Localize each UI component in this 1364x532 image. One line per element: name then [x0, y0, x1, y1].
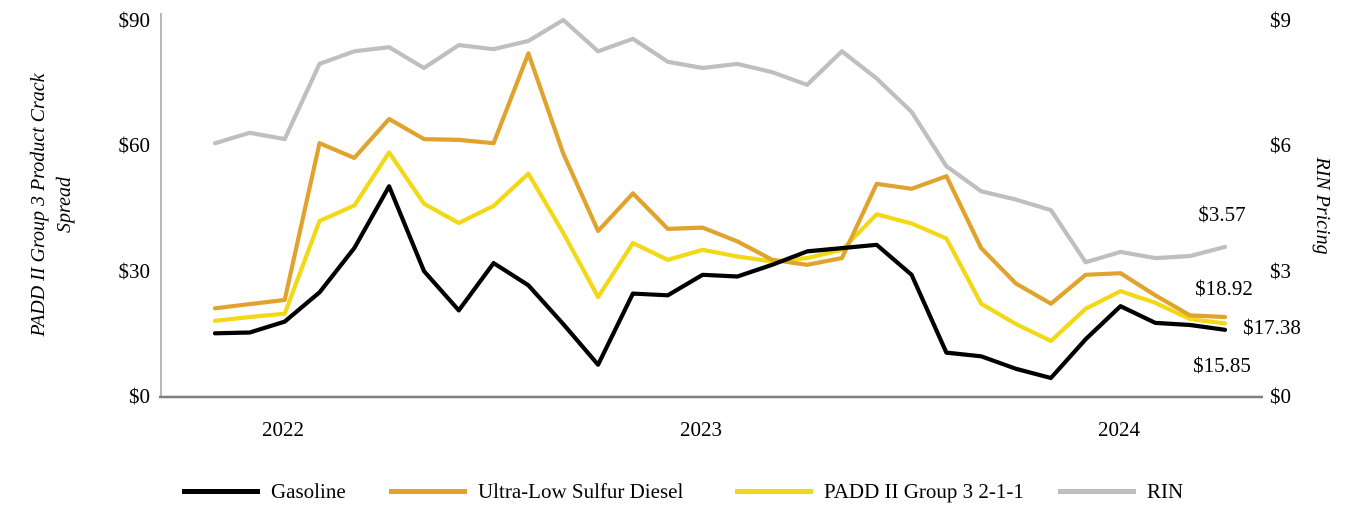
- series-padd-line: [212, 150, 1228, 343]
- legend-item-rin: RIN: [1058, 478, 1183, 504]
- right-ytick-9: $9: [1270, 8, 1291, 32]
- left-ytick-30: $30: [118, 259, 151, 283]
- legend-label-ulsd: Ultra-Low Sulfur Diesel: [478, 479, 684, 503]
- right-ytick-0: $0: [1270, 384, 1291, 408]
- end-label-gasoline: $15.85: [1193, 353, 1251, 377]
- end-label-ulsd: $18.92: [1195, 276, 1253, 300]
- right-ytick-3: $3: [1270, 259, 1291, 283]
- legend-item-gasoline: Gasoline: [182, 478, 346, 504]
- xtick-2022: 2022: [262, 417, 304, 441]
- legend-label-rin: RIN: [1147, 479, 1184, 503]
- rin-line-swatch: [1058, 488, 1136, 494]
- series-rin-line: [212, 17, 1228, 265]
- legend-label-gasoline: Gasoline: [271, 479, 346, 503]
- xtick-2023: 2023: [680, 417, 722, 441]
- left-ytick-60: $60: [118, 133, 151, 157]
- end-label-rin: $3.57: [1198, 202, 1246, 226]
- ulsd-line-swatch: [389, 488, 467, 494]
- left-ytick-0: $0: [129, 384, 150, 408]
- legend-label-padd: PADD II Group 3 2-1-1: [824, 479, 1024, 503]
- padd-line-swatch: [735, 488, 813, 494]
- series-ulsd-line: [212, 51, 1228, 320]
- end-label-padd: $17.38: [1243, 315, 1301, 339]
- legend-item-ulsd: Ultra-Low Sulfur Diesel: [389, 478, 683, 504]
- series-gasoline-line: [212, 184, 1228, 381]
- legend-item-padd: PADD II Group 3 2-1-1: [735, 478, 1024, 504]
- left-ytick-90: $90: [118, 8, 151, 32]
- right-ytick-6: $6: [1270, 133, 1291, 157]
- xtick-2024: 2024: [1098, 417, 1140, 441]
- gasoline-line-swatch: [182, 488, 260, 494]
